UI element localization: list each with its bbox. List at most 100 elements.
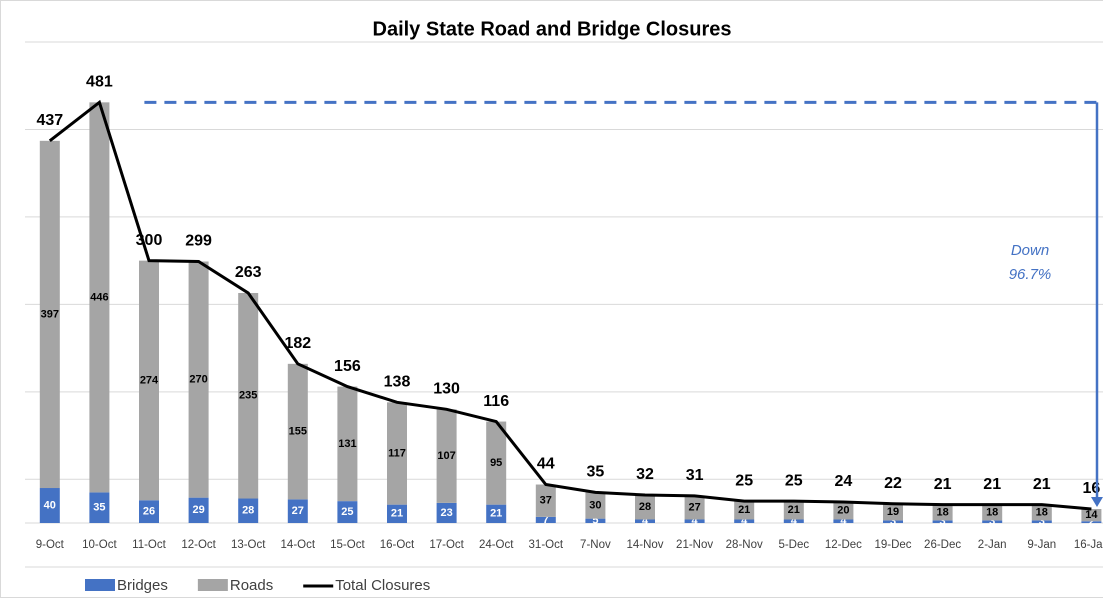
data-label: 270: [189, 373, 207, 385]
data-label: 4: [642, 515, 649, 527]
data-label: 23: [440, 507, 452, 519]
bar-segment: [635, 495, 655, 520]
annotation-arrowhead: [1091, 497, 1103, 508]
data-label: 117: [388, 447, 406, 459]
x-tick-label: 16-Jan: [1074, 539, 1103, 551]
bar-segment: [684, 519, 705, 523]
bar-segment: [139, 260, 159, 501]
data-label: 131: [338, 438, 356, 450]
bar-segment: [1031, 520, 1052, 523]
data-label: 235: [239, 390, 257, 402]
legend-swatch: [85, 579, 115, 591]
bar-segment: [436, 502, 457, 523]
x-tick-label: 14-Nov: [626, 539, 663, 551]
data-label: 4: [692, 515, 699, 527]
bar-segment: [89, 102, 110, 493]
x-tick-label: 9-Oct: [36, 539, 65, 551]
x-tick-label: 28-Nov: [726, 539, 763, 551]
bar-segment: [188, 261, 209, 498]
data-label: 19: [887, 506, 899, 518]
data-label: 18: [936, 506, 948, 518]
bar-segment: [684, 495, 705, 520]
x-tick-label: 16-Oct: [380, 539, 415, 551]
bar-segment: [89, 492, 110, 523]
data-label: 35: [587, 464, 605, 481]
data-label: 18: [986, 506, 998, 518]
x-tick-label: 31-Oct: [529, 539, 564, 551]
x-tick-label: 13-Oct: [231, 539, 266, 551]
data-label: 21: [983, 476, 1001, 493]
bar-segment: [635, 519, 655, 523]
data-label: 29: [192, 504, 204, 516]
bar-segment: [287, 499, 308, 523]
total-line: [48, 99, 1092, 511]
x-tick-label: 7-Nov: [580, 539, 611, 551]
data-label: 138: [384, 374, 411, 391]
data-label: 21: [738, 504, 750, 516]
data-label: 21: [391, 508, 403, 520]
annotation-text: 96.7%: [1009, 266, 1052, 283]
data-label: 25: [341, 506, 353, 518]
bar-segment: [387, 504, 407, 523]
data-label: 35: [93, 502, 105, 514]
data-label: 14: [1085, 509, 1098, 521]
bar-segment: [387, 402, 407, 505]
legend-swatch: [197, 579, 228, 591]
bar-segment: [585, 492, 606, 519]
data-label: 3: [940, 516, 946, 528]
data-label: 21: [788, 504, 800, 516]
bar-segment: [1031, 504, 1052, 521]
bar-segment: [238, 498, 259, 523]
data-label: 28: [639, 501, 651, 513]
x-tick-label: 15-Oct: [330, 539, 365, 551]
chart-title: Daily State Road and Bridge Closures: [373, 18, 732, 40]
bar-segment: [783, 519, 804, 523]
data-label: 21: [490, 508, 502, 520]
bar-segment: [734, 519, 755, 523]
bar-segment: [486, 421, 507, 505]
data-label: 27: [688, 502, 700, 514]
data-label: 32: [636, 466, 654, 483]
data-label: 4: [791, 515, 798, 527]
bar-segment: [39, 488, 60, 523]
data-label: 156: [334, 358, 361, 375]
data-label: 481: [86, 74, 113, 91]
data-label: 155: [289, 426, 307, 438]
x-tick-label: 12-Dec: [825, 539, 862, 551]
data-label: 25: [785, 472, 803, 489]
data-label: 40: [44, 499, 56, 511]
x-tick-label: 21-Nov: [676, 539, 713, 551]
data-label: 20: [837, 505, 849, 517]
bar-segment: [783, 501, 804, 520]
legend-label: Bridges: [117, 577, 168, 594]
legend-label: Total Closures: [335, 577, 430, 594]
x-tick-label: 26-Dec: [924, 539, 961, 551]
bar-segment: [734, 501, 755, 520]
bar-segment: [883, 503, 903, 521]
data-label: 26: [143, 506, 155, 518]
bar-segment: [585, 518, 606, 523]
bar-segment: [932, 520, 953, 523]
bar-segment: [1081, 521, 1102, 523]
bar-segment: [238, 292, 259, 499]
bar-segment: [337, 386, 358, 502]
x-tick-label: 12-Oct: [181, 539, 216, 551]
bar-segment: [39, 140, 60, 489]
bar-segment: [1081, 509, 1102, 522]
bar-segment: [883, 520, 903, 523]
bar-segment: [436, 409, 457, 503]
bar-segment: [287, 363, 308, 500]
bar-segment: [337, 501, 358, 523]
x-tick-label: 5-Dec: [778, 539, 809, 551]
data-label: 300: [136, 232, 163, 249]
data-label: 18: [1036, 506, 1048, 518]
annotation-text: Down: [1011, 242, 1049, 259]
bar-segment: [982, 504, 1003, 521]
data-label: 4: [840, 515, 847, 527]
data-label: 397: [41, 308, 59, 320]
data-label: 27: [292, 505, 304, 517]
x-tick-label: 14-Oct: [281, 539, 316, 551]
x-tick-label: 24-Oct: [479, 539, 514, 551]
bar-segment: [982, 520, 1003, 523]
bar-segment: [486, 504, 507, 523]
